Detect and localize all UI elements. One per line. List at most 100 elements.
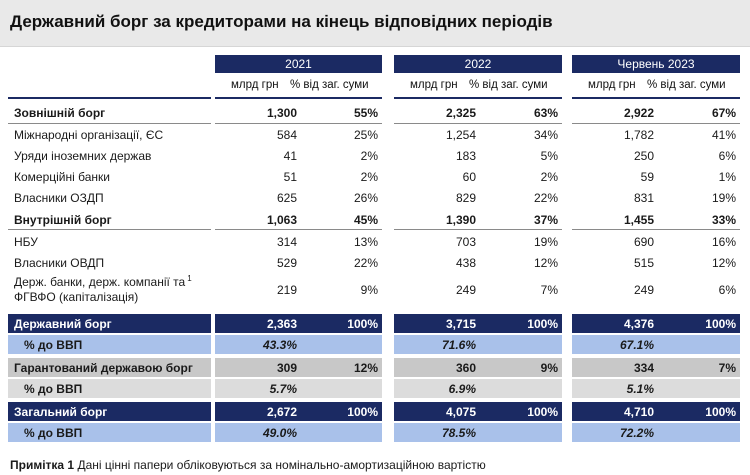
band: [215, 423, 382, 442]
row-divider: [215, 229, 382, 230]
value-cell: 2,922: [623, 106, 654, 120]
value-cell: 51: [283, 170, 297, 184]
header-divider: [394, 97, 562, 99]
value-cell: 22%: [533, 191, 558, 205]
value-cell: 9%: [360, 283, 378, 297]
row-divider: [8, 123, 211, 124]
value-cell: 71.6%: [441, 338, 476, 352]
value-cell: 100%: [705, 317, 736, 331]
value-cell: 360: [455, 361, 476, 375]
value-cell: 67%: [711, 106, 736, 120]
value-cell: 19%: [711, 191, 736, 205]
band: [572, 314, 740, 333]
share-header-2023: % від заг. суми: [647, 79, 726, 91]
band: [572, 423, 740, 442]
units-header-2023: млрд грн: [588, 79, 636, 91]
band: [8, 379, 211, 398]
value-cell: 703: [455, 235, 476, 249]
value-cell: 55%: [353, 106, 378, 120]
value-cell: 41%: [711, 128, 736, 142]
value-cell: 100%: [705, 405, 736, 419]
value-cell: 314: [276, 235, 297, 249]
period-header-2022: 2022: [394, 55, 562, 73]
value-cell: 5.1%: [626, 382, 654, 396]
value-cell: 37%: [533, 213, 558, 227]
value-cell: 16%: [711, 235, 736, 249]
band: [215, 335, 382, 354]
value-cell: 63%: [533, 106, 558, 120]
band: [8, 314, 211, 333]
value-cell: 25%: [353, 128, 378, 142]
value-cell: 34%: [533, 128, 558, 142]
header-divider: [215, 97, 382, 99]
share-header-2022: % від заг. суми: [469, 79, 548, 91]
row-label: Зовнішній борг: [14, 106, 106, 120]
band: [215, 358, 382, 377]
band: [394, 379, 562, 398]
value-cell: 22%: [353, 256, 378, 270]
value-cell: 100%: [527, 405, 558, 419]
value-cell: 49.0%: [262, 426, 297, 440]
value-cell: 4,075: [445, 405, 476, 419]
value-cell: 1,063: [266, 213, 297, 227]
row-label-line1: Держ. банки, держ. компанії та 1: [14, 274, 192, 289]
row-label-line2: ФГВФО (капіталізація): [14, 290, 139, 304]
row-divider: [215, 123, 382, 124]
footnote-text: Дані цінні папери обліковуються за номін…: [74, 458, 486, 472]
value-cell: 1,455: [623, 213, 654, 227]
band: [8, 402, 211, 421]
value-cell: 9%: [540, 361, 558, 375]
value-cell: 2,363: [266, 317, 297, 331]
band: [572, 402, 740, 421]
row-label: Внутрішній борг: [14, 213, 112, 227]
band: [394, 358, 562, 377]
row-label: Власники ОВДП: [14, 256, 105, 270]
footnote-marker: 1: [187, 274, 192, 283]
value-cell: 249: [633, 283, 654, 297]
value-cell: 250: [633, 149, 654, 163]
share-header-2021: % від заг. суми: [290, 79, 369, 91]
units-header-2021: млрд грн: [231, 79, 279, 91]
value-cell: 219: [276, 283, 297, 297]
value-cell: 72.2%: [619, 426, 654, 440]
page-title: Державний борг за кредиторами на кінець …: [10, 12, 553, 31]
footnote-label: Примітка 1: [10, 458, 75, 472]
value-cell: 529: [276, 256, 297, 270]
value-cell: 12%: [533, 256, 558, 270]
value-cell: 334: [633, 361, 654, 375]
value-cell: 33%: [711, 213, 736, 227]
value-cell: 78.5%: [441, 426, 476, 440]
period-header-2023: Червень 2023: [572, 55, 740, 73]
row-label: % до ВВП: [24, 338, 83, 352]
value-cell: 1,254: [445, 128, 476, 142]
value-cell: 5.7%: [269, 382, 297, 396]
band: [394, 314, 562, 333]
value-cell: 1,300: [266, 106, 297, 120]
row-divider: [572, 123, 740, 124]
value-cell: 7%: [540, 283, 558, 297]
value-cell: 60: [462, 170, 476, 184]
value-cell: 515: [633, 256, 654, 270]
band: [8, 423, 211, 442]
band: [394, 335, 562, 354]
value-cell: 45%: [353, 213, 378, 227]
band: [394, 423, 562, 442]
value-cell: 309: [276, 361, 297, 375]
header-divider: [572, 97, 740, 99]
band: [8, 335, 211, 354]
footnote: Примітка 1 Дані цінні папери обліковують…: [10, 458, 486, 472]
row-label: Державний борг: [14, 317, 112, 331]
value-cell: 1,390: [445, 213, 476, 227]
band: [215, 402, 382, 421]
row-label: % до ВВП: [24, 382, 83, 396]
value-cell: 690: [633, 235, 654, 249]
value-cell: 2%: [540, 170, 558, 184]
value-cell: 2,325: [445, 106, 476, 120]
value-cell: 829: [455, 191, 476, 205]
header-divider: [8, 97, 211, 99]
band: [394, 402, 562, 421]
value-cell: 1%: [718, 170, 736, 184]
row-label: Уряди іноземних держав: [14, 149, 152, 163]
row-label: НБУ: [14, 235, 38, 249]
value-cell: 59: [640, 170, 654, 184]
